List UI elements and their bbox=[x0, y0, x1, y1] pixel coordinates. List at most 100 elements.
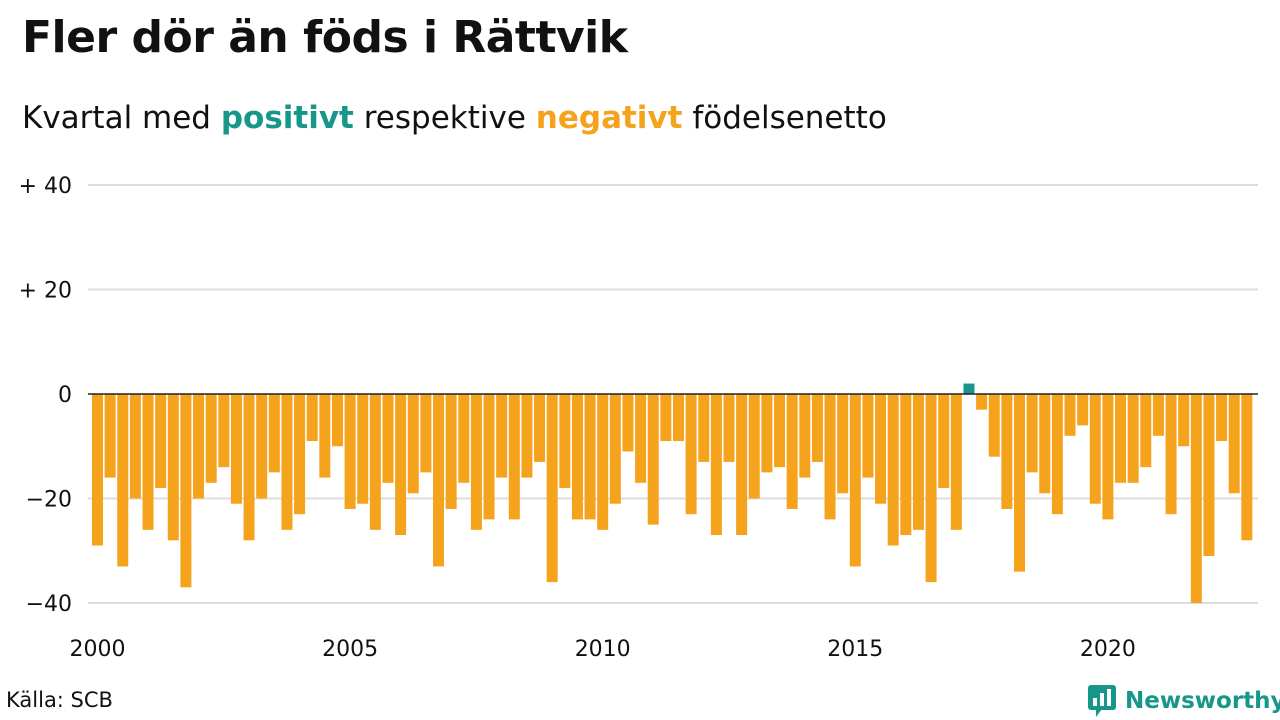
bar-negative bbox=[319, 394, 331, 478]
y-tick-label: + 40 bbox=[19, 174, 72, 199]
bar-negative bbox=[92, 394, 103, 546]
bar-negative bbox=[887, 394, 899, 546]
bar-negative bbox=[597, 394, 609, 530]
bar-negative bbox=[1064, 394, 1076, 436]
bar-negative bbox=[748, 394, 760, 499]
bar-negative bbox=[672, 394, 684, 442]
source-note: Källa: SCB bbox=[6, 688, 113, 712]
x-tick-label: 2010 bbox=[575, 637, 631, 662]
bar-negative bbox=[571, 394, 583, 520]
bar-negative bbox=[395, 394, 407, 536]
bar-negative bbox=[1140, 394, 1152, 468]
bar-negative bbox=[420, 394, 432, 473]
bar-negative bbox=[1190, 394, 1202, 603]
bar-negative bbox=[811, 394, 823, 462]
x-tick-label: 2020 bbox=[1080, 637, 1136, 662]
y-tick-label: 0 bbox=[58, 383, 72, 408]
bar-negative bbox=[950, 394, 962, 530]
subtitle-middle: respektive bbox=[353, 100, 536, 136]
bar-negative bbox=[129, 394, 141, 499]
bar-negative bbox=[433, 394, 445, 567]
bar-negative bbox=[230, 394, 242, 504]
bar-negative bbox=[470, 394, 482, 530]
bar-negative bbox=[117, 394, 129, 567]
subtitle-suffix: födelsenetto bbox=[682, 100, 887, 136]
bar-negative bbox=[180, 394, 192, 588]
bar-negative bbox=[875, 394, 887, 504]
bar-negative bbox=[1026, 394, 1038, 473]
bar-negative bbox=[647, 394, 659, 525]
x-axis-ticks: 2000 2005 2010 2015 2020 bbox=[70, 637, 1136, 662]
bar-negative bbox=[635, 394, 647, 483]
bar-negative bbox=[799, 394, 811, 478]
bar-negative bbox=[1152, 394, 1164, 436]
bar-negative bbox=[723, 394, 735, 462]
bar-negative bbox=[331, 394, 343, 447]
x-tick-label: 2005 bbox=[322, 637, 378, 662]
bar-negative bbox=[243, 394, 255, 541]
bar-negative bbox=[1115, 394, 1127, 483]
bar-negative bbox=[496, 394, 508, 478]
bar-negative bbox=[382, 394, 394, 483]
bar-negative bbox=[1178, 394, 1190, 447]
bar-negative bbox=[1228, 394, 1240, 494]
bar-negative bbox=[1051, 394, 1063, 515]
bar-negative bbox=[774, 394, 786, 468]
subtitle-negative-word: negativt bbox=[535, 100, 683, 136]
chart-title: Fler dör än föds i Rättvik bbox=[22, 12, 628, 63]
x-tick-label: 2000 bbox=[70, 637, 126, 662]
bar-negative bbox=[1077, 394, 1089, 426]
y-tick-label: −20 bbox=[26, 488, 72, 513]
bar-negative bbox=[988, 394, 1000, 457]
bar-negative bbox=[306, 394, 318, 442]
bar-negative bbox=[938, 394, 950, 489]
brand-logo: Newsworthy bbox=[1087, 684, 1280, 718]
bar-negative bbox=[1001, 394, 1013, 509]
bar-negative bbox=[1127, 394, 1139, 483]
bar-negative bbox=[357, 394, 369, 504]
bar-negative bbox=[1102, 394, 1114, 520]
bar-negative bbox=[660, 394, 672, 442]
bar-negative bbox=[294, 394, 306, 515]
y-tick-label: + 20 bbox=[19, 279, 72, 304]
bar-negative bbox=[824, 394, 836, 520]
brand-name: Newsworthy bbox=[1125, 688, 1280, 714]
bar-negative bbox=[685, 394, 697, 515]
bar-positive bbox=[963, 383, 975, 394]
bar-negative bbox=[193, 394, 205, 499]
bar-negative bbox=[609, 394, 621, 504]
bar-negative bbox=[1089, 394, 1101, 504]
bar-negative bbox=[218, 394, 230, 468]
bar-negative bbox=[1013, 394, 1025, 572]
bar-negative bbox=[925, 394, 937, 583]
bar-negative bbox=[281, 394, 293, 530]
subtitle-positive-word: positivt bbox=[220, 100, 354, 136]
bar-negative bbox=[736, 394, 748, 536]
bar-negative bbox=[698, 394, 710, 462]
y-axis-ticks: + 40 + 20 0 −20 −40 bbox=[19, 174, 72, 617]
bar-negative bbox=[445, 394, 457, 509]
bar-negative bbox=[1039, 394, 1051, 494]
bar-negative bbox=[256, 394, 268, 499]
bar-negative bbox=[912, 394, 924, 530]
chart-bubble-icon bbox=[1088, 685, 1116, 717]
bar-negative bbox=[142, 394, 154, 530]
bar-negative bbox=[155, 394, 167, 489]
y-tick-label: −40 bbox=[26, 592, 72, 617]
bar-negative bbox=[559, 394, 571, 489]
bar-negative bbox=[976, 394, 988, 410]
bar-negative bbox=[104, 394, 116, 478]
bar-negative bbox=[849, 394, 861, 567]
bar-negative bbox=[786, 394, 798, 509]
bar-negative bbox=[508, 394, 520, 520]
bar-negative bbox=[900, 394, 912, 536]
bars bbox=[92, 383, 1253, 603]
x-tick-label: 2015 bbox=[827, 637, 883, 662]
bar-negative bbox=[521, 394, 533, 478]
bar-negative bbox=[837, 394, 849, 494]
bar-negative bbox=[458, 394, 470, 483]
bar-negative bbox=[710, 394, 722, 536]
bar-negative bbox=[268, 394, 280, 473]
bar-negative bbox=[483, 394, 495, 520]
